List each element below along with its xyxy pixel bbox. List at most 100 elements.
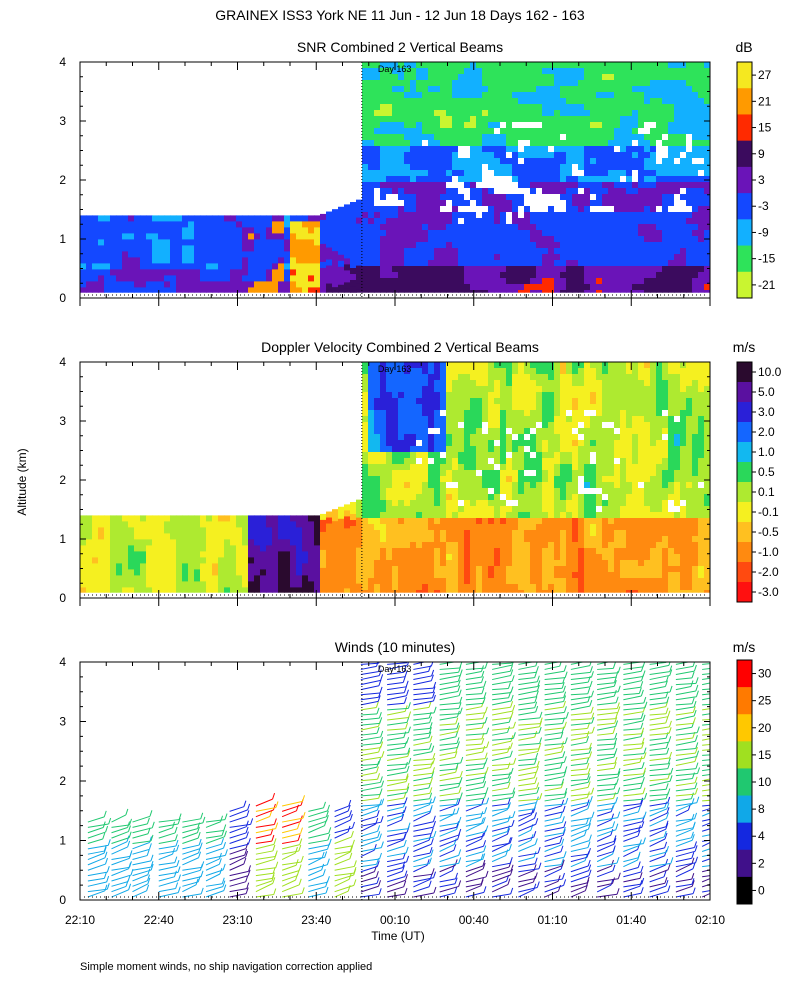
heatmap-cell (404, 110, 411, 117)
heatmap-cell (320, 237, 327, 245)
heatmap-cell (302, 233, 309, 240)
heatmap-cell (584, 266, 591, 273)
heatmap-cell (662, 146, 669, 153)
heatmap-cell (128, 275, 135, 282)
heatmap-cell (410, 530, 417, 537)
heatmap-cell (356, 217, 363, 225)
heatmap-cell (464, 98, 471, 105)
heatmap-cell (434, 212, 441, 219)
heatmap-cell (476, 86, 483, 93)
heatmap-cell (164, 281, 171, 288)
heatmap-cell (512, 284, 519, 291)
heatmap-cell (206, 263, 213, 270)
heatmap-cell (596, 68, 603, 75)
heatmap-cell (506, 452, 513, 459)
heatmap-cell (512, 560, 519, 567)
heatmap-cell (476, 122, 483, 129)
heatmap-cell (698, 200, 705, 207)
heatmap-cell (368, 440, 375, 447)
heatmap-cell (458, 134, 465, 141)
snr-colorbar-unit: dB (735, 39, 752, 55)
heatmap-cell (488, 374, 495, 381)
heatmap-cell (512, 80, 519, 87)
heatmap-cell (296, 245, 303, 252)
heatmap-cell (662, 158, 669, 165)
heatmap-cell (398, 416, 405, 423)
heatmap-cell (140, 239, 147, 246)
heatmap-cell (194, 287, 201, 293)
heatmap-cell (566, 428, 573, 435)
heatmap-cell (458, 110, 465, 117)
heatmap-cell (674, 116, 681, 123)
heatmap-cell (584, 110, 591, 117)
heatmap-cell (374, 416, 381, 423)
heatmap-cell (698, 158, 705, 165)
heatmap-cell (410, 464, 417, 471)
heatmap-cell (470, 98, 477, 105)
heatmap-cell (548, 464, 555, 471)
heatmap-cell (284, 263, 291, 270)
heatmap-cell (584, 176, 591, 183)
heatmap-cell (236, 239, 243, 246)
heatmap-cell (422, 254, 429, 261)
heatmap-cell (332, 287, 339, 293)
heatmap-cell (356, 559, 363, 567)
heatmap-cell (536, 530, 543, 537)
heatmap-cell (326, 541, 333, 549)
heatmap-cell (404, 116, 411, 123)
heatmap-cell (428, 146, 435, 153)
heatmap-cell (524, 86, 531, 93)
heatmap-cell (278, 533, 285, 540)
heatmap-cell (488, 182, 495, 189)
heatmap-cell (632, 68, 639, 75)
heatmap-cell (428, 476, 435, 483)
heatmap-cell (428, 134, 435, 141)
heatmap-cell (368, 470, 375, 477)
heatmap-cell (608, 110, 615, 117)
heatmap-cell (506, 218, 513, 225)
heatmap-cell (698, 134, 705, 141)
heatmap-cell (410, 68, 417, 75)
heatmap-cell (470, 542, 477, 549)
heatmap-cell (656, 290, 663, 293)
heatmap-cell (92, 587, 99, 593)
heatmap-cell (704, 98, 710, 105)
heatmap-cell (440, 206, 447, 213)
heatmap-cell (560, 518, 567, 525)
heatmap-cell (404, 260, 411, 267)
heatmap-cell (632, 110, 639, 117)
heatmap-cell (548, 434, 555, 441)
heatmap-cell (554, 218, 561, 225)
heatmap-cell (392, 152, 399, 159)
heatmap-cell (566, 374, 573, 381)
heatmap-cell (374, 392, 381, 399)
heatmap-cell (638, 98, 645, 105)
heatmap-cell (170, 539, 177, 546)
heatmap-cell (662, 260, 669, 267)
heatmap-cell (602, 158, 609, 165)
heatmap-cell (410, 434, 417, 441)
heatmap-cell (476, 512, 483, 519)
heatmap-cell (512, 68, 519, 75)
heatmap-cell (548, 200, 555, 207)
heatmap-cell (260, 527, 267, 534)
heatmap-cell (494, 206, 501, 213)
heatmap-cell (248, 515, 255, 522)
heatmap-cell (158, 515, 165, 522)
heatmap-cell (578, 266, 585, 273)
heatmap-cell (380, 104, 387, 111)
heatmap-cell (548, 572, 555, 579)
heatmap-cell (434, 272, 441, 279)
heatmap-cell (380, 536, 387, 543)
heatmap-cell (146, 551, 153, 558)
heatmap-cell (356, 535, 363, 543)
heatmap-cell (692, 260, 699, 267)
heatmap-cell (530, 488, 537, 495)
heatmap-cell (542, 422, 549, 429)
heatmap-cell (704, 80, 710, 87)
heatmap-cell (662, 248, 669, 255)
heatmap-cell (512, 386, 519, 393)
heatmap-cell (458, 452, 465, 459)
heatmap-cell (458, 572, 465, 579)
heatmap-cell (392, 392, 399, 399)
